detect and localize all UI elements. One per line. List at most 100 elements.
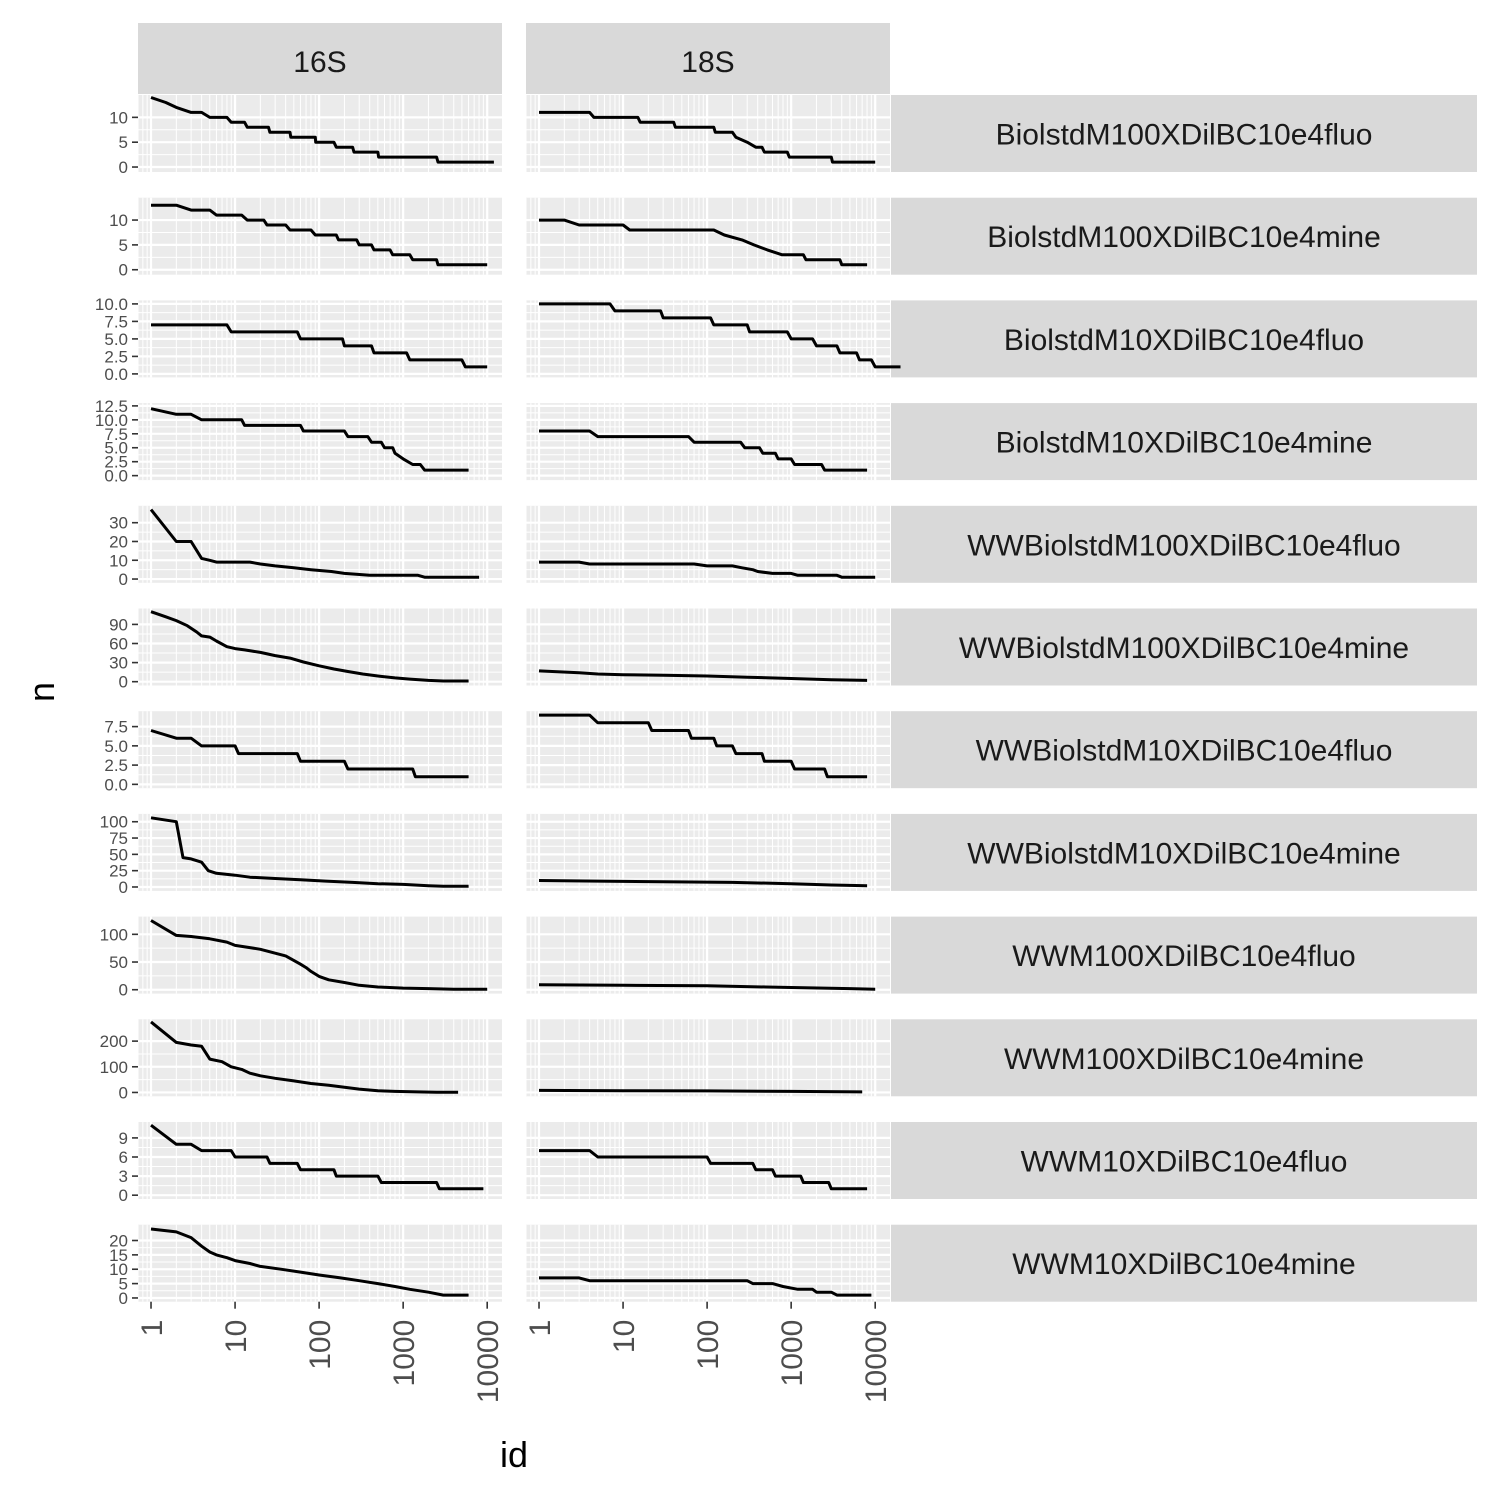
row-strip-label: WWBiolstdM100XDilBC10e4mine <box>959 632 1409 665</box>
x-axis-title: id <box>500 1434 528 1475</box>
y-tick-label: 5.0 <box>104 439 128 458</box>
row-strip-label: WWBiolstdM100XDilBC10e4fluo <box>967 529 1401 562</box>
x-tick-label: 10000 <box>472 1320 505 1403</box>
y-tick-label: 100 <box>100 925 128 944</box>
y-tick-label: 200 <box>100 1032 128 1051</box>
row-strip-label: WWM100XDilBC10e4fluo <box>1012 940 1355 973</box>
series-line-18S <box>538 983 876 991</box>
y-tick-label: 0 <box>119 981 128 1000</box>
row-strip-label: BiolstdM10XDilBC10e4mine <box>996 427 1373 460</box>
series-line-18S <box>539 302 901 369</box>
x-axes: 1 10 100 1000 10000 1 10 100 1000 10000 <box>136 1301 893 1403</box>
y-tick-label: 20 <box>109 1232 128 1251</box>
y-tick-label: 9 <box>119 1129 128 1148</box>
panel-backgrounds <box>137 95 890 1302</box>
x-tick-label: 1 <box>136 1320 169 1337</box>
x-tick-label: 10000 <box>860 1320 893 1403</box>
y-tick-label: 7.5 <box>104 718 128 737</box>
series-line-18S <box>539 713 868 779</box>
row-strip <box>891 608 1477 686</box>
panel-11-18S <box>525 1224 890 1302</box>
series-line-16S <box>150 1020 459 1094</box>
y-tick-label: 0.0 <box>104 365 128 384</box>
panel-8-16S <box>137 916 502 994</box>
column-strip-18S <box>526 23 890 94</box>
series-line-16S <box>150 729 469 779</box>
panel-3-18S <box>525 403 890 481</box>
row-strip <box>891 505 1477 583</box>
y-tick-label: 25 <box>109 862 128 881</box>
x-tick-label: 1000 <box>388 1320 421 1387</box>
y-tick-label: 6 <box>119 1148 128 1167</box>
row-strip-label: BiolstdM100XDilBC10e4mine <box>987 221 1381 254</box>
y-tick-label: 0 <box>119 1289 128 1308</box>
y-tick-label: 20 <box>109 532 128 551</box>
y-tick-label: 50 <box>109 845 128 864</box>
y-axis-title: n <box>21 682 62 702</box>
series-line-18S <box>538 879 868 888</box>
row-strip <box>891 403 1477 481</box>
column-strip-label: 18S <box>681 46 734 79</box>
series-line-16S <box>150 1227 469 1297</box>
series-line-18S <box>539 1149 868 1191</box>
column-strip-16S <box>138 23 502 94</box>
x-tick-label: 1 <box>524 1320 557 1337</box>
y-tick-label: 30 <box>109 654 128 673</box>
y-tick-label: 30 <box>109 514 128 533</box>
row-strip <box>891 916 1477 994</box>
y-tick-label: 0 <box>119 158 128 177</box>
panel-2-18S <box>525 300 890 378</box>
row-strip <box>891 711 1477 789</box>
series-line-18S <box>539 429 868 472</box>
series-line-16S <box>150 610 469 683</box>
y-tick-label: 10 <box>109 551 128 570</box>
y-tick-label: 5 <box>119 133 128 152</box>
x-tick-label: 10 <box>608 1320 641 1353</box>
series-line-18S <box>539 560 876 579</box>
y-tick-label: 5.0 <box>104 737 128 756</box>
y-tick-label: 15 <box>109 1246 128 1265</box>
x-tick-label: 1000 <box>776 1320 809 1387</box>
y-axes: 051005100.02.55.07.510.00.02.55.07.510.0… <box>95 108 138 1308</box>
row-strip-label: WWM100XDilBC10e4mine <box>1004 1043 1364 1076</box>
series-line-16S <box>150 1124 484 1191</box>
y-tick-label: 60 <box>109 635 128 654</box>
row-strip <box>891 1019 1477 1097</box>
series-line-18S <box>538 1088 863 1094</box>
column-strip-label: 16S <box>293 46 346 79</box>
y-tick-label: 5.0 <box>104 330 128 349</box>
y-tick-label: 0 <box>119 261 128 280</box>
y-tick-label: 0 <box>119 673 128 692</box>
y-tick-label: 2.5 <box>104 453 128 472</box>
x-tick-label: 10 <box>220 1320 253 1353</box>
series-line-16S <box>149 508 480 579</box>
row-strip <box>891 300 1477 378</box>
panel-7-18S <box>525 813 890 891</box>
y-tick-label: 0 <box>119 1083 128 1102</box>
panel-10-16S <box>137 1122 502 1199</box>
series-line-16S <box>151 323 488 369</box>
panel-5-16S <box>137 608 502 686</box>
panel-5-18S <box>525 608 890 686</box>
row-strip-label: WWBiolstdM10XDilBC10e4mine <box>967 837 1400 870</box>
row-strip-label: BiolstdM100XDilBC10e4fluo <box>996 119 1373 152</box>
panel-7-16S <box>137 813 502 891</box>
y-tick-label: 2.5 <box>104 347 128 366</box>
y-tick-label: 0 <box>119 878 128 897</box>
row-strip-label: WWM10XDilBC10e4fluo <box>1021 1146 1348 1179</box>
series-line-16S <box>150 919 488 991</box>
series-line-18S <box>538 669 868 682</box>
y-tick-label: 7.5 <box>104 312 128 331</box>
row-strip <box>891 813 1477 891</box>
row-strips: BiolstdM100XDilBC10e4fluo BiolstdM100XDil… <box>891 95 1477 1302</box>
panel-8-18S <box>525 916 890 994</box>
y-tick-label: 5 <box>119 1275 128 1294</box>
y-tick-label: 0 <box>119 1186 128 1205</box>
series-line-16S <box>150 96 494 164</box>
series-line-18S <box>539 1276 872 1297</box>
series-line-16S <box>150 816 469 888</box>
y-tick-label: 100 <box>100 813 128 832</box>
row-strip-label: WWBiolstdM10XDilBC10e4fluo <box>976 735 1393 768</box>
y-tick-label: 0 <box>119 570 128 589</box>
